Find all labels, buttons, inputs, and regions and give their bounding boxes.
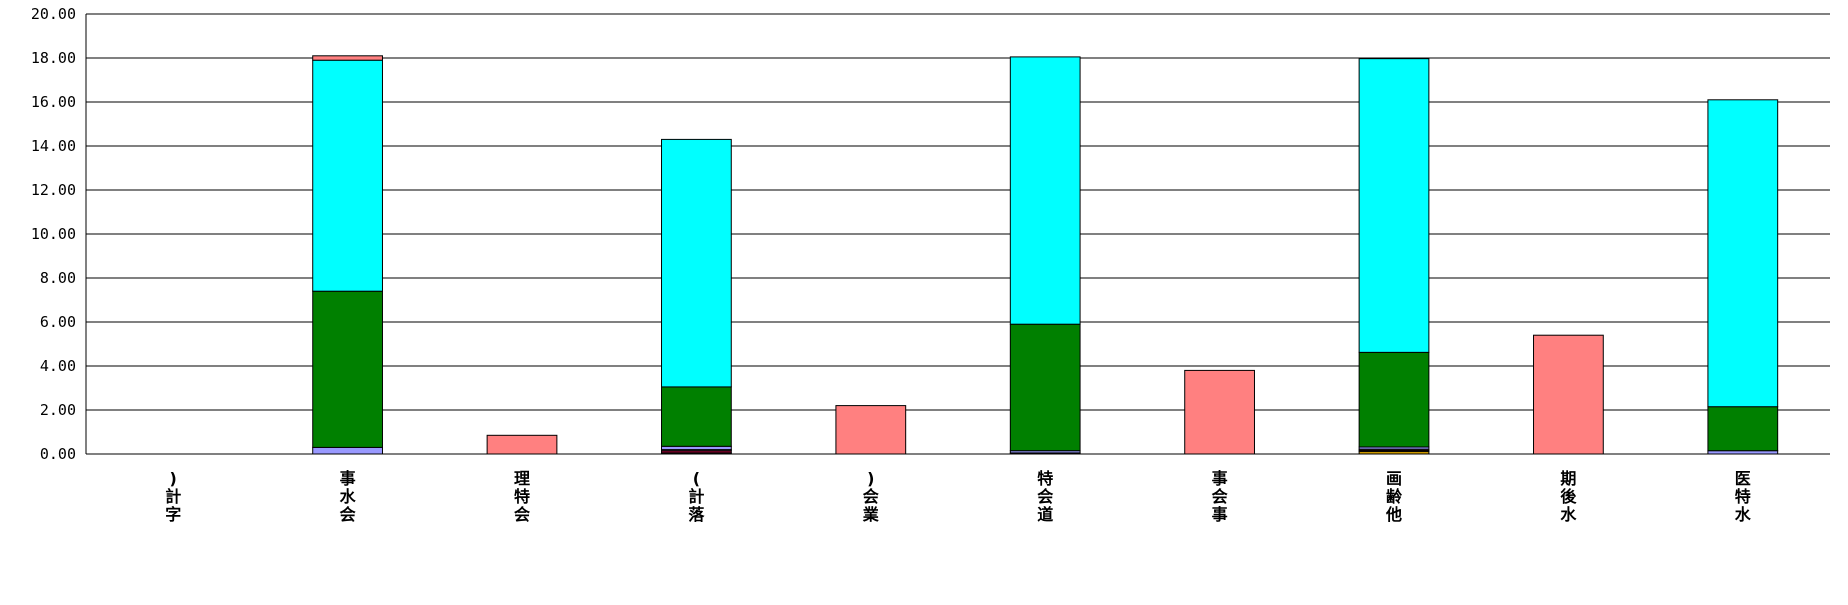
bars <box>312 55 1779 455</box>
bar-segment <box>661 386 732 447</box>
x-tick-label: )計字 <box>165 469 181 524</box>
bar-segment <box>1358 351 1430 448</box>
bar-segment <box>312 59 383 292</box>
bar-segment <box>1707 99 1779 408</box>
y-tick-label: 18.00 <box>31 49 76 67</box>
bar-segment <box>1358 58 1430 353</box>
y-tick-label: 20.00 <box>31 5 76 23</box>
x-tick-label: 事会事 <box>1212 469 1228 524</box>
x-tick-label: 事水会 <box>340 469 357 524</box>
bar-segment <box>312 55 383 61</box>
bar-segment <box>1707 406 1779 452</box>
x-tick-label: 期後水 <box>1560 469 1577 524</box>
y-tick-label: 4.00 <box>40 357 76 375</box>
x-tick-label: 特会道 <box>1037 469 1053 524</box>
bar-segment <box>312 290 383 448</box>
y-tick-label: 14.00 <box>31 137 76 155</box>
x-tick-label: 画齢他 <box>1385 469 1403 524</box>
x-tick-label: 医特水 <box>1735 469 1752 524</box>
y-axis: 0.00 2.00 4.00 6.00 8.00 10.00 12.00 14.00 16.00… <box>31 5 87 463</box>
y-tick-label: 6.00 <box>40 313 76 331</box>
x-tick-label: )会業 <box>862 469 880 524</box>
bar-segment <box>835 405 907 455</box>
y-tick-label: 0.00 <box>40 445 76 463</box>
y-tick-label: 16.00 <box>31 93 76 111</box>
bar-segment <box>661 138 732 388</box>
x-tick-label: 理特会 <box>514 469 530 524</box>
bar-segment <box>1009 323 1081 452</box>
bar-segment <box>1533 334 1604 455</box>
bar-segment <box>1009 56 1081 325</box>
bar-segment <box>1184 369 1255 455</box>
bar-segment <box>486 434 558 455</box>
x-tick-label: (計落 <box>688 469 705 524</box>
bar-segment <box>312 446 383 455</box>
y-tick-label: 2.00 <box>40 401 76 419</box>
x-axis: )計字 事水会 理特会 (計落 )会業 特会道 事会事 画齢他 期後水 医特水 <box>86 453 1830 524</box>
y-tick-label: 12.00 <box>31 181 76 199</box>
y-tick-label: 10.00 <box>31 225 76 243</box>
y-tick-label: 8.00 <box>40 269 76 287</box>
